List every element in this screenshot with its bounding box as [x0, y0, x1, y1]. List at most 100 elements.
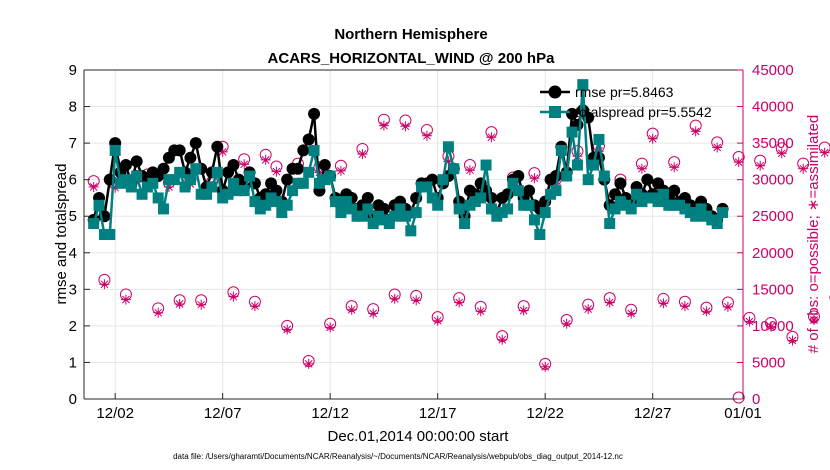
rmse-point — [157, 162, 170, 175]
totalspread-point — [523, 199, 535, 211]
totalspread-point — [330, 196, 342, 208]
x-axis-label: Dec.01,2014 00:00:00 start — [328, 428, 510, 445]
totalspread-point — [550, 185, 562, 197]
totalspread-point — [152, 192, 164, 204]
y-tick-label: 1 — [69, 354, 77, 371]
obs-assimilated-marker — [744, 316, 755, 327]
y2-tick-label: 5000 — [752, 354, 785, 371]
totalspread-point — [453, 203, 465, 215]
obs-assimilated-marker — [454, 297, 465, 308]
totalspread-point — [555, 144, 567, 156]
totalspread-point — [625, 203, 637, 215]
totalspread-point — [201, 188, 213, 200]
totalspread-point — [577, 79, 589, 91]
totalspread-point — [405, 225, 417, 237]
obs-assimilated-marker — [432, 315, 443, 326]
obs-assimilated-marker — [378, 120, 389, 131]
totalspread-point — [222, 188, 234, 200]
obs-assimilated-marker — [282, 324, 293, 335]
obs-assimilated-marker — [88, 182, 99, 192]
rmse-point — [308, 107, 321, 120]
totalspread-point — [695, 203, 707, 215]
y2-tick-label: 15000 — [752, 281, 794, 298]
y2-axis-label: # of obs: o=possible; ∗=assimilated — [805, 115, 822, 354]
obs-assimilated-marker — [325, 322, 336, 333]
obs-assimilated-marker — [443, 156, 454, 167]
obs-assimilated-marker — [357, 149, 368, 160]
totalspread-point — [249, 196, 261, 208]
obs-assimilated-marker — [335, 165, 346, 176]
totalspread-point — [206, 181, 218, 193]
totalspread-point — [657, 188, 669, 200]
totalspread-point — [394, 203, 406, 215]
totalspread-point — [174, 166, 186, 178]
x-tick-label: 12/17 — [419, 405, 457, 422]
obs-assimilated-marker — [99, 279, 110, 290]
totalspread-point — [270, 196, 282, 208]
obs-assimilated-marker — [583, 304, 594, 315]
totalspread-point — [324, 170, 336, 182]
y2-tick-label: 30000 — [752, 172, 794, 189]
obs-assimilated-marker — [712, 142, 723, 153]
totalspread-point — [190, 163, 202, 175]
obs-assimilated-marker — [120, 294, 131, 305]
obs-assimilated-marker — [722, 301, 733, 312]
totalspread-point — [109, 144, 121, 156]
totalspread-point — [475, 192, 487, 204]
x-tick-label: 12/02 — [96, 405, 134, 422]
obs-assimilated-marker — [486, 132, 497, 143]
rmse-point — [184, 151, 197, 164]
legend-spread-marker — [549, 106, 561, 118]
obs-assimilated-marker — [303, 358, 314, 369]
obs-assimilated-marker — [733, 157, 744, 168]
grid — [84, 70, 743, 399]
obs-assimilated-marker — [249, 301, 260, 312]
chart-title: Northern Hemisphere — [334, 26, 487, 43]
obs-assimilated-marker — [690, 126, 701, 137]
obs-assimilated-marker — [475, 306, 486, 317]
rmse-point — [549, 170, 562, 183]
rmse-point — [318, 159, 331, 172]
rmse-point — [523, 184, 536, 197]
x-tick-label: 01/01 — [724, 405, 762, 422]
x-tick-label: 12/07 — [204, 405, 242, 422]
obs-assimilated-marker — [593, 146, 604, 157]
y2-tick-label: 0 — [752, 391, 760, 408]
obs-assimilated-marker — [271, 166, 282, 177]
totalspread-point — [125, 181, 137, 193]
totalspread-point — [120, 174, 132, 186]
x-tick-label: 12/22 — [526, 405, 564, 422]
rmse-point — [668, 184, 681, 197]
totalspread-point — [604, 218, 616, 230]
totalspread-point — [335, 207, 347, 219]
y-tick-label: 2 — [69, 318, 77, 335]
rmse-point — [614, 177, 627, 190]
obs-assimilated-marker — [346, 304, 357, 315]
obs-assimilated-marker — [400, 121, 411, 132]
totalspread-point — [287, 185, 299, 197]
obs-assimilated-marker — [636, 163, 647, 174]
totalspread-point — [104, 229, 116, 240]
totalspread-point — [340, 196, 352, 208]
obs-assimilated-marker — [421, 130, 432, 141]
totalspread-point — [437, 174, 449, 186]
totalspread-point — [582, 174, 594, 186]
totalspread-point — [485, 203, 497, 215]
totalspread-point — [281, 199, 293, 211]
obs-assimilated-marker — [669, 162, 680, 173]
tick-labels: 0 1 2 3 4 5 6 7 8 9 0 5000 10000 15000 20000 25000 30000… — [69, 62, 794, 422]
y-tick-label: 0 — [69, 391, 77, 408]
totalspread-point — [588, 159, 600, 171]
totalspread-point — [512, 185, 524, 197]
totalspread-point — [598, 170, 610, 182]
obs-assimilated-marker — [174, 299, 185, 309]
totalspread-point — [184, 174, 196, 186]
totalspread-point — [244, 170, 256, 182]
obs-assimilated-marker — [497, 334, 508, 345]
rmse-point — [302, 133, 315, 146]
obs-assimilated-marker — [679, 301, 690, 312]
rmse-point — [189, 137, 202, 150]
totalspread-point — [168, 174, 180, 186]
obs-assimilated-marker — [163, 182, 174, 192]
totalspread-point — [566, 126, 578, 138]
